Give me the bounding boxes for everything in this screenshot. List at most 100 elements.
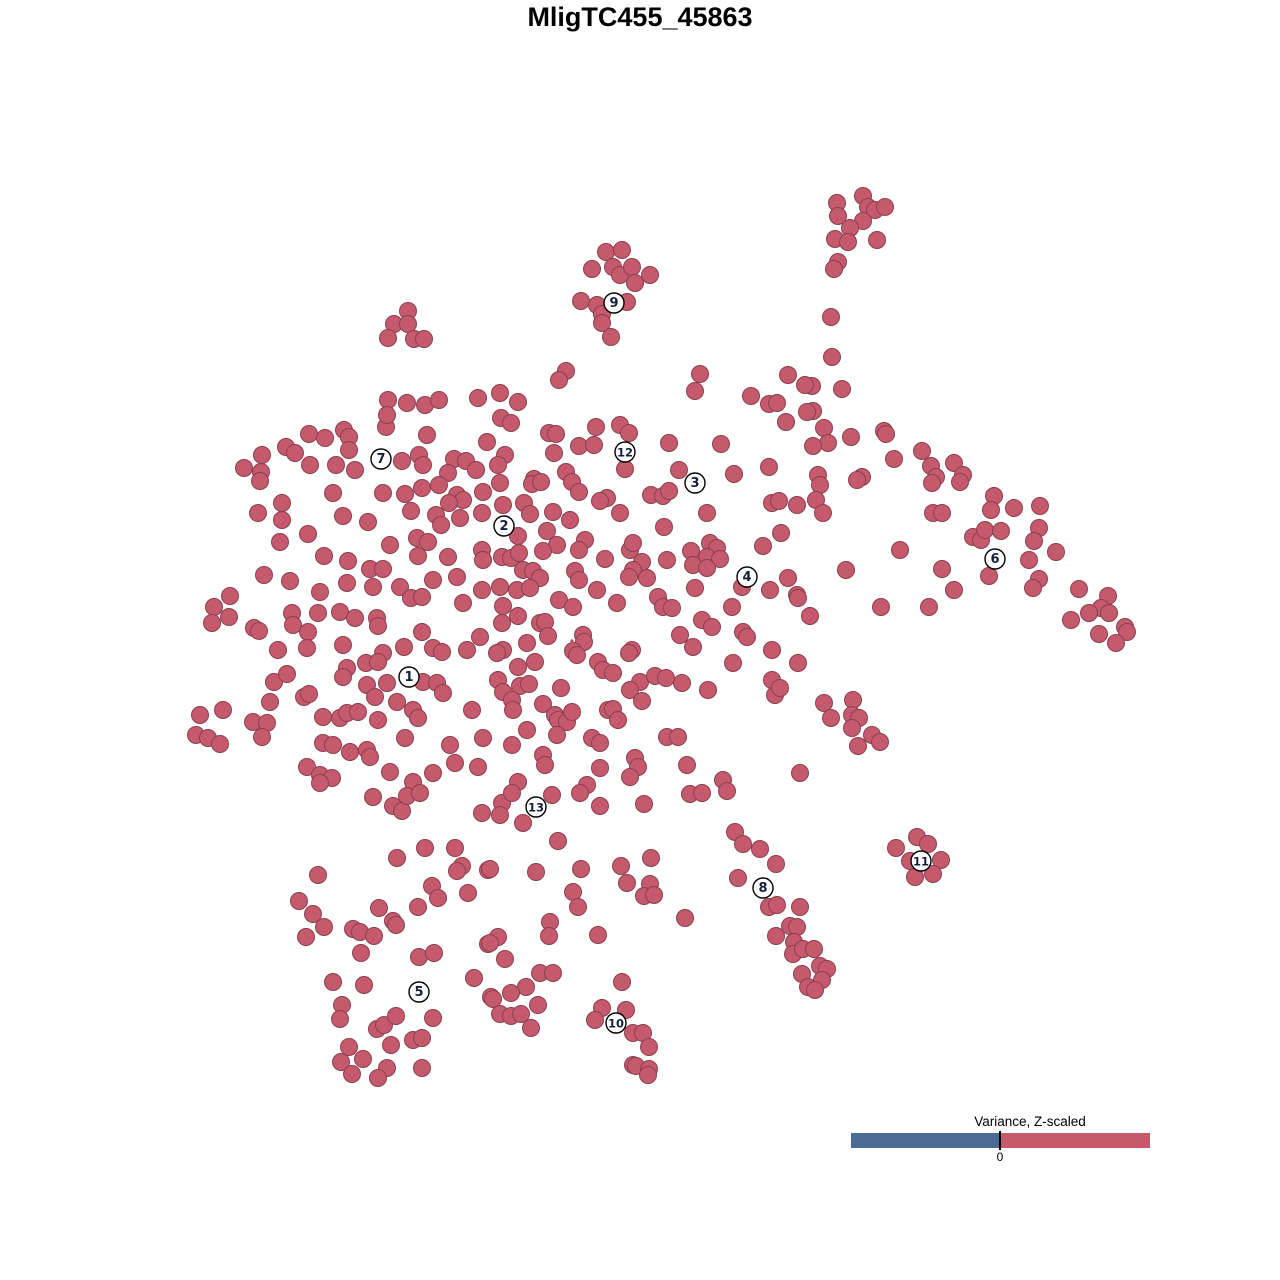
data-point <box>825 260 843 278</box>
data-point <box>980 567 998 585</box>
data-point <box>290 892 308 910</box>
data-point <box>439 464 457 482</box>
data-point <box>454 594 472 612</box>
data-point <box>503 784 521 802</box>
plot-title: MligTC455_45863 <box>527 2 753 32</box>
data-point <box>474 729 492 747</box>
data-point <box>518 634 536 652</box>
data-point <box>618 874 636 892</box>
data-point <box>789 589 807 607</box>
data-point <box>494 496 512 514</box>
data-point <box>346 461 364 479</box>
cluster-label-circle <box>493 515 515 537</box>
data-point <box>459 884 477 902</box>
data-point <box>608 594 626 612</box>
data-point <box>512 1005 530 1023</box>
data-point <box>645 886 663 904</box>
data-point <box>469 389 487 407</box>
data-point <box>416 839 434 857</box>
data-point <box>346 609 364 627</box>
data-point <box>327 456 345 474</box>
cluster-label: 5 <box>408 981 430 1003</box>
data-point <box>763 641 781 659</box>
data-point <box>698 559 716 577</box>
cluster-label-number: 7 <box>376 452 385 467</box>
data-point <box>833 380 851 398</box>
data-point <box>544 964 562 982</box>
data-point <box>829 207 847 225</box>
data-point <box>805 940 823 958</box>
cluster-label: 8 <box>752 877 774 899</box>
data-point <box>767 855 785 873</box>
data-point <box>261 693 279 711</box>
data-point <box>419 533 437 551</box>
data-point <box>300 425 318 443</box>
data-point <box>309 866 327 884</box>
data-point <box>387 916 405 934</box>
cluster-label: 1 <box>398 666 420 688</box>
data-point <box>481 934 499 952</box>
data-point <box>413 588 431 606</box>
data-point <box>738 628 756 646</box>
data-point <box>891 541 909 559</box>
data-point <box>491 806 509 824</box>
data-point <box>711 550 729 568</box>
data-point <box>564 598 582 616</box>
cluster-label-number: 12 <box>617 446 633 460</box>
cluster-label-circle <box>984 548 1006 570</box>
data-point <box>334 507 352 525</box>
data-point <box>1047 543 1065 561</box>
data-point <box>919 835 937 853</box>
data-point <box>354 1050 372 1068</box>
data-point <box>509 393 527 411</box>
data-point <box>338 574 356 592</box>
data-point <box>920 598 938 616</box>
data-point <box>399 315 417 333</box>
data-point <box>1090 625 1108 643</box>
data-point <box>842 428 860 446</box>
data-point <box>382 1036 400 1054</box>
data-point <box>570 483 588 501</box>
data-point <box>613 973 631 991</box>
data-point <box>375 1016 393 1034</box>
data-point <box>411 784 429 802</box>
data-point <box>381 763 399 781</box>
data-point <box>761 581 779 599</box>
data-point <box>1118 623 1136 641</box>
data-point <box>469 758 487 776</box>
data-point <box>314 708 332 726</box>
data-point <box>359 513 377 531</box>
data-point <box>527 863 545 881</box>
data-point <box>718 782 736 800</box>
data-point <box>430 391 448 409</box>
data-point <box>712 435 730 453</box>
legend-zero-tick <box>999 1131 1001 1150</box>
data-point <box>777 413 795 431</box>
data-point <box>341 743 359 761</box>
data-point <box>678 756 696 774</box>
data-point <box>191 706 209 724</box>
data-point <box>361 748 379 766</box>
data-point <box>843 719 861 737</box>
data-point <box>521 505 539 523</box>
data-point <box>620 424 638 442</box>
data-point <box>1080 604 1098 622</box>
cluster-label-circle <box>752 877 774 899</box>
data-point <box>340 441 358 459</box>
data-point <box>569 898 587 916</box>
data-point <box>484 990 502 1008</box>
data-point <box>658 551 676 569</box>
data-point <box>660 482 678 500</box>
data-point <box>491 578 509 596</box>
data-point <box>441 736 459 754</box>
cluster-label-circle <box>736 566 758 588</box>
data-point <box>591 797 609 815</box>
data-point <box>402 502 420 520</box>
data-point <box>1024 579 1042 597</box>
data-point <box>424 764 442 782</box>
data-point <box>932 851 950 869</box>
data-point <box>532 473 550 491</box>
data-point <box>588 581 606 599</box>
data-point <box>669 728 687 746</box>
